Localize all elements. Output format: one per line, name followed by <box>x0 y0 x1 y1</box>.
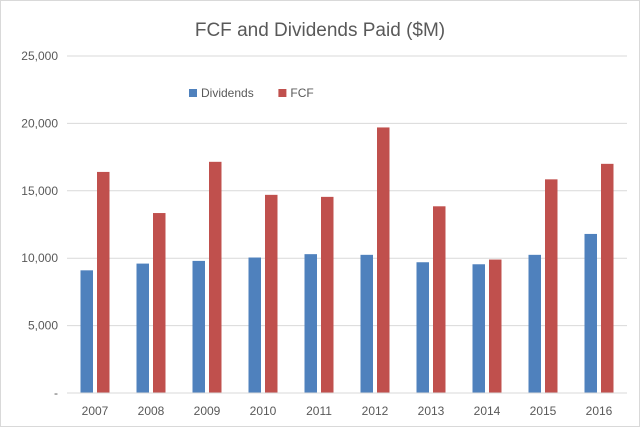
y-axis: - 5,000 10,000 15,000 20,000 25,000 <box>21 49 58 400</box>
legend-item-dividends: Dividends <box>189 86 254 100</box>
y-tick-label: 5,000 <box>28 319 58 333</box>
bar-fcf-2010 <box>265 194 278 393</box>
grid-layer <box>67 55 627 327</box>
legend-label: Dividends <box>201 86 254 100</box>
y-tick-label: 10,000 <box>21 251 58 265</box>
bar-dividends-2010 <box>248 257 261 393</box>
x-tick-label: 2009 <box>194 404 221 418</box>
y-tick-label: 20,000 <box>21 116 58 130</box>
x-tick-label: 2014 <box>474 404 501 418</box>
bar-fcf-2015 <box>545 179 558 393</box>
bar-dividends-2009 <box>192 260 205 393</box>
legend-swatch <box>278 89 287 97</box>
bar-fcf-2016 <box>601 163 614 393</box>
bar-dividends-2016 <box>584 233 597 393</box>
x-tick-label: 2015 <box>530 404 557 418</box>
bar-dividends-2007 <box>80 270 93 393</box>
bar-fcf-2009 <box>209 161 222 393</box>
legend-item-fcf: FCF <box>278 86 314 100</box>
bar-fcf-2008 <box>153 213 166 393</box>
x-tick-label: 2012 <box>362 404 389 418</box>
bar-dividends-2012 <box>360 254 373 393</box>
legend-swatch <box>189 89 197 97</box>
bar-dividends-2011 <box>304 254 317 393</box>
x-tick-label: 2007 <box>82 404 109 418</box>
bars-layer <box>80 127 614 393</box>
y-tick-label: 15,000 <box>21 184 58 198</box>
bar-fcf-2012 <box>377 127 390 393</box>
bar-dividends-2013 <box>416 262 429 393</box>
x-axis: 2007 2008 2009 2010 2011 2012 2013 2014 2015 2016 <box>67 392 627 418</box>
chart-title: FCF and Dividends Paid ($M) <box>195 20 445 41</box>
bar-fcf-2013 <box>433 206 446 393</box>
bar-fcf-2014 <box>489 259 502 393</box>
bar-fcf-2011 <box>321 196 334 393</box>
x-tick-label: 2008 <box>138 404 165 418</box>
x-tick-label: 2010 <box>250 404 277 418</box>
bar-dividends-2014 <box>472 264 485 393</box>
x-tick-label: 2016 <box>586 404 613 418</box>
x-tick-label: 2013 <box>418 404 445 418</box>
bar-dividends-2008 <box>136 263 149 393</box>
x-tick-label: 2011 <box>306 404 332 418</box>
legend: Dividends FCF <box>189 86 314 100</box>
y-tick-label: - <box>54 386 58 400</box>
y-tick-label: 25,000 <box>21 49 58 63</box>
legend-label: FCF <box>290 86 313 100</box>
bar-dividends-2015 <box>528 254 541 393</box>
bar-fcf-2007 <box>97 171 110 393</box>
